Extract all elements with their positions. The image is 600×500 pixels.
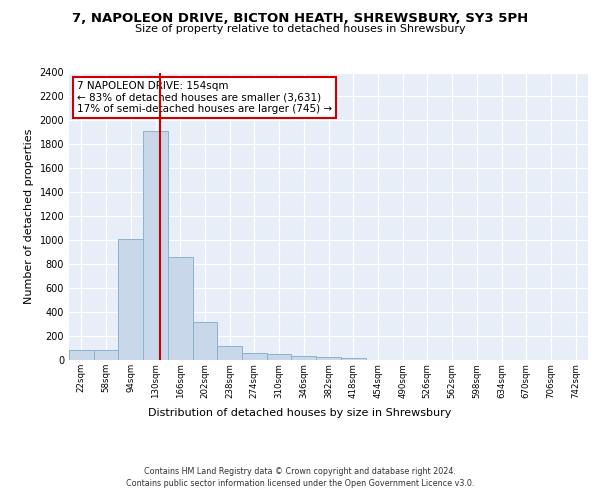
Bar	[341, 358, 365, 360]
Bar	[168, 257, 193, 360]
Bar	[217, 346, 242, 360]
Bar	[143, 131, 168, 360]
Bar	[94, 350, 118, 360]
Text: 7 NAPOLEON DRIVE: 154sqm
← 83% of detached houses are smaller (3,631)
17% of sem: 7 NAPOLEON DRIVE: 154sqm ← 83% of detach…	[77, 81, 332, 114]
Text: Distribution of detached houses by size in Shrewsbury: Distribution of detached houses by size …	[148, 408, 452, 418]
Bar	[118, 239, 143, 360]
Bar	[316, 357, 341, 360]
Bar	[193, 322, 217, 360]
Text: 7, NAPOLEON DRIVE, BICTON HEATH, SHREWSBURY, SY3 5PH: 7, NAPOLEON DRIVE, BICTON HEATH, SHREWSB…	[72, 12, 528, 26]
Bar	[267, 354, 292, 360]
Text: Size of property relative to detached houses in Shrewsbury: Size of property relative to detached ho…	[134, 24, 466, 34]
Text: Contains HM Land Registry data © Crown copyright and database right 2024.: Contains HM Land Registry data © Crown c…	[144, 468, 456, 476]
Bar	[292, 356, 316, 360]
Bar	[242, 354, 267, 360]
Text: Contains public sector information licensed under the Open Government Licence v3: Contains public sector information licen…	[126, 479, 474, 488]
Bar	[69, 350, 94, 360]
Y-axis label: Number of detached properties: Number of detached properties	[24, 128, 34, 304]
